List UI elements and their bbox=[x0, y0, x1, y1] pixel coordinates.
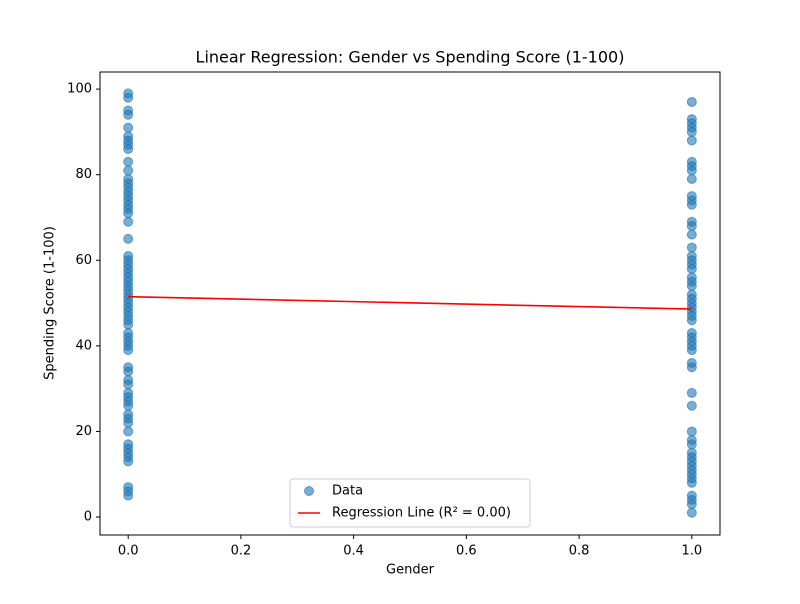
data-point bbox=[123, 426, 134, 437]
y-axis-label: Spending Score (1-100) bbox=[43, 226, 58, 380]
data-point bbox=[686, 362, 697, 373]
data-point bbox=[123, 490, 134, 501]
y-tick-label: 100 bbox=[67, 82, 92, 97]
y-tick-label: 40 bbox=[75, 338, 92, 353]
plot-frame bbox=[99, 71, 721, 536]
data-point bbox=[123, 345, 134, 356]
y-tick-label: 60 bbox=[75, 253, 92, 268]
data-point bbox=[686, 165, 697, 176]
legend-label: Regression Line (R² = 0.00) bbox=[332, 506, 511, 521]
chart-title: Linear Regression: Gender vs Spending Sc… bbox=[196, 48, 625, 67]
x-tick-label: 0.0 bbox=[118, 544, 139, 559]
x-axis-label: Gender bbox=[386, 563, 435, 578]
data-point bbox=[686, 345, 697, 356]
data-point bbox=[686, 126, 697, 137]
data-point bbox=[686, 221, 697, 232]
data-point bbox=[686, 387, 697, 398]
legend-label: Data bbox=[332, 484, 363, 499]
data-point bbox=[686, 499, 697, 510]
data-point bbox=[686, 315, 697, 326]
data-point bbox=[686, 280, 697, 291]
data-point bbox=[123, 366, 134, 377]
data-point bbox=[123, 208, 134, 219]
data-point bbox=[686, 477, 697, 488]
y-tick-label: 80 bbox=[75, 167, 92, 182]
data-point bbox=[686, 229, 697, 240]
data-point bbox=[686, 507, 697, 518]
data-point bbox=[123, 379, 134, 390]
data-point bbox=[123, 144, 134, 155]
data-point bbox=[686, 242, 697, 253]
regression-line bbox=[128, 295, 692, 310]
data-point bbox=[123, 417, 134, 428]
data-point bbox=[123, 109, 134, 120]
data-point bbox=[686, 400, 697, 411]
data-point bbox=[123, 122, 134, 133]
data-point bbox=[123, 233, 134, 244]
data-point bbox=[686, 426, 697, 437]
data-point bbox=[123, 216, 134, 227]
data-point bbox=[686, 173, 697, 184]
x-tick-label: 0.4 bbox=[343, 544, 364, 559]
data-point bbox=[686, 135, 697, 146]
data-point bbox=[123, 165, 134, 176]
y-tick-label: 0 bbox=[84, 510, 92, 525]
data-point bbox=[123, 400, 134, 411]
x-tick-label: 1.0 bbox=[681, 544, 702, 559]
legend-marker bbox=[304, 486, 314, 496]
x-tick-label: 0.8 bbox=[569, 544, 590, 559]
data-point bbox=[123, 92, 134, 103]
data-point bbox=[686, 439, 697, 450]
x-tick-label: 0.6 bbox=[456, 544, 477, 559]
data-point bbox=[123, 456, 134, 467]
data-point bbox=[123, 156, 134, 167]
data-point bbox=[686, 96, 697, 107]
legend-box bbox=[289, 478, 531, 528]
data-point bbox=[686, 263, 697, 274]
data-point bbox=[123, 319, 134, 330]
y-tick-label: 20 bbox=[75, 424, 92, 439]
x-tick-label: 0.2 bbox=[231, 544, 252, 559]
data-point bbox=[686, 199, 697, 210]
